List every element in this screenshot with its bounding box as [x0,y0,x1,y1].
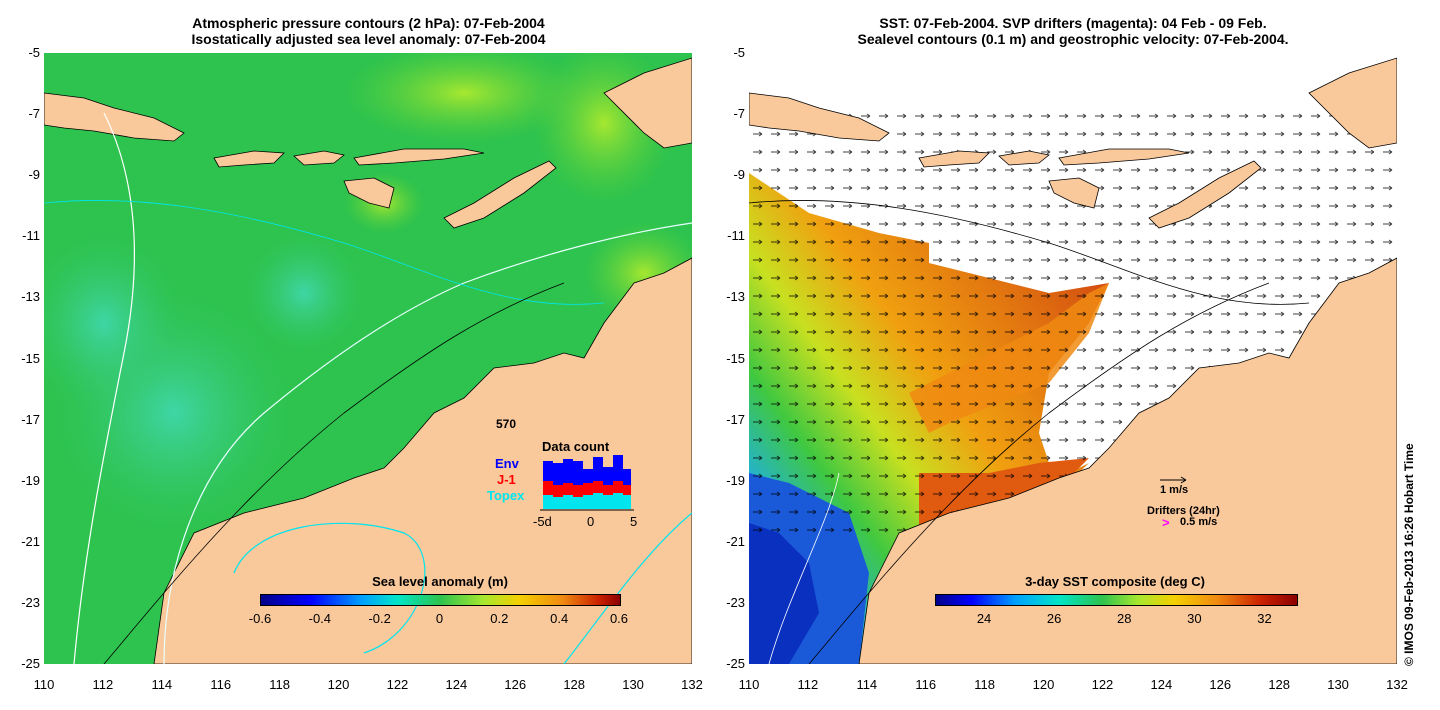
left-y-tick-7: -19 [21,472,40,488]
right-x-tick-10: 130 [1327,677,1349,692]
credit-text: © IMOS 09-Feb-2013 16:26 Hobart Time [1402,443,1416,666]
data-count-title: Data count [542,439,610,454]
left-x-tick-8: 126 [504,677,527,692]
right-y-tick-9: -23 [726,594,745,610]
left-y-tick-5: -15 [21,350,40,366]
left-colorbar-title: Sea level anomaly (m) [372,574,508,589]
data-count-legend-topex: Topex [487,488,525,503]
left-colorbar-tick-3: 0 [435,611,444,626]
left-y-tick-0: -5 [28,45,40,60]
right-y-tick-6: -17 [726,411,745,427]
left-y-tick-1: -7 [28,106,40,122]
left-x-tick-10: 130 [622,677,644,692]
right-colorbar-tick-1: 26 [1046,611,1062,626]
right-x-tick-8: 126 [1209,677,1232,692]
right-map [749,53,1397,664]
left-y-tick-10: -25 [21,656,40,671]
right-title-line1: SST: 07-Feb-2004. SVP drifters (magenta)… [879,15,1267,31]
left-y-tick-4: -13 [21,289,40,305]
right-colorbar-tick-4: 32 [1257,611,1272,626]
left-colorbar-tick-2: -0.2 [368,611,391,626]
left-y-tick-9: -23 [21,594,40,610]
right-x-tick-7: 124 [1150,677,1173,692]
left-y-tick-8: -21 [21,533,40,549]
right-colorbar-tick-2: 28 [1117,611,1132,626]
left-colorbar-tick-0: -0.6 [248,611,272,626]
drifter-marker: > [1162,515,1170,530]
data-count-legend-j1: J-1 [497,472,516,487]
right-y-tick-7: -19 [726,472,745,488]
left-x-tick-4: 118 [269,677,290,692]
right-x-tick-0: 110 [738,677,760,692]
data-count-tick-2: 5 [630,514,638,529]
left-x-tick-5: 120 [327,677,350,692]
left-title-line2: Isostatically adjusted sea level anomaly… [191,31,546,47]
drifter-speed-label: 0.5 m/s [1180,516,1218,528]
right-y-tick-10: -25 [726,656,745,671]
left-x-tick-6: 122 [386,677,409,692]
left-x-tick-7: 124 [445,677,468,692]
left-x-tick-0: 110 [33,677,55,692]
right-y-tick-4: -13 [726,289,745,305]
data-count-bars [540,455,634,511]
right-x-tick-4: 118 [974,677,995,692]
right-colorbar-title: 3-day SST composite (deg C) [1025,574,1205,589]
right-x-tick-11: 132 [1386,677,1408,692]
left-colorbar [260,594,621,606]
left-y-tick-6: -17 [21,411,40,427]
right-y-tick-5: -15 [726,350,745,366]
right-y-tick-2: -9 [733,167,745,183]
velocity-scale-label: 1 m/s [1160,484,1189,496]
right-colorbar [935,594,1298,606]
drifters-label: Drifters (24hr) [1147,505,1220,517]
right-x-tick-2: 114 [856,677,878,692]
right-x-tick-5: 120 [1032,677,1055,692]
right-x-tick-1: 112 [797,677,819,692]
right-y-tick-8: -21 [726,533,745,549]
left-colorbar-tick-4: 0.2 [490,611,509,626]
right-x-tick-6: 122 [1091,677,1114,692]
left-colorbar-tick-6: 0.6 [609,611,629,626]
left-colorbar-tick-1: -0.4 [308,611,332,626]
right-colorbar-tick-3: 30 [1187,611,1202,626]
left-x-tick-2: 114 [151,677,173,692]
left-y-tick-2: -9 [28,167,40,183]
right-x-tick-9: 128 [1268,677,1291,692]
data-count-legend-env: Env [495,456,519,471]
left-map [44,53,692,664]
left-x-tick-1: 112 [92,677,114,692]
right-title-line2: Sealevel contours (0.1 m) and geostrophi… [857,31,1289,47]
right-x-tick-3: 116 [915,677,937,692]
data-count-tick-1: 0 [587,514,595,529]
left-x-tick-9: 128 [563,677,586,692]
right-colorbar-tick-0: 24 [976,611,992,626]
left-x-tick-3: 116 [210,677,232,692]
left-x-tick-11: 132 [681,677,703,692]
left-y-tick-3: -11 [22,228,40,244]
left-colorbar-tick-5: 0.4 [550,611,569,626]
left-title-line1: Atmospheric pressure contours (2 hPa): 0… [192,15,545,31]
right-y-tick-0: -5 [733,45,745,60]
data-count-tick-0: -5d [533,514,552,529]
right-y-tick-1: -7 [733,106,745,122]
data-count-total: 570 [496,417,517,431]
velocity-scale-arrow [1160,476,1187,484]
right-y-tick-3: -11 [727,228,745,244]
